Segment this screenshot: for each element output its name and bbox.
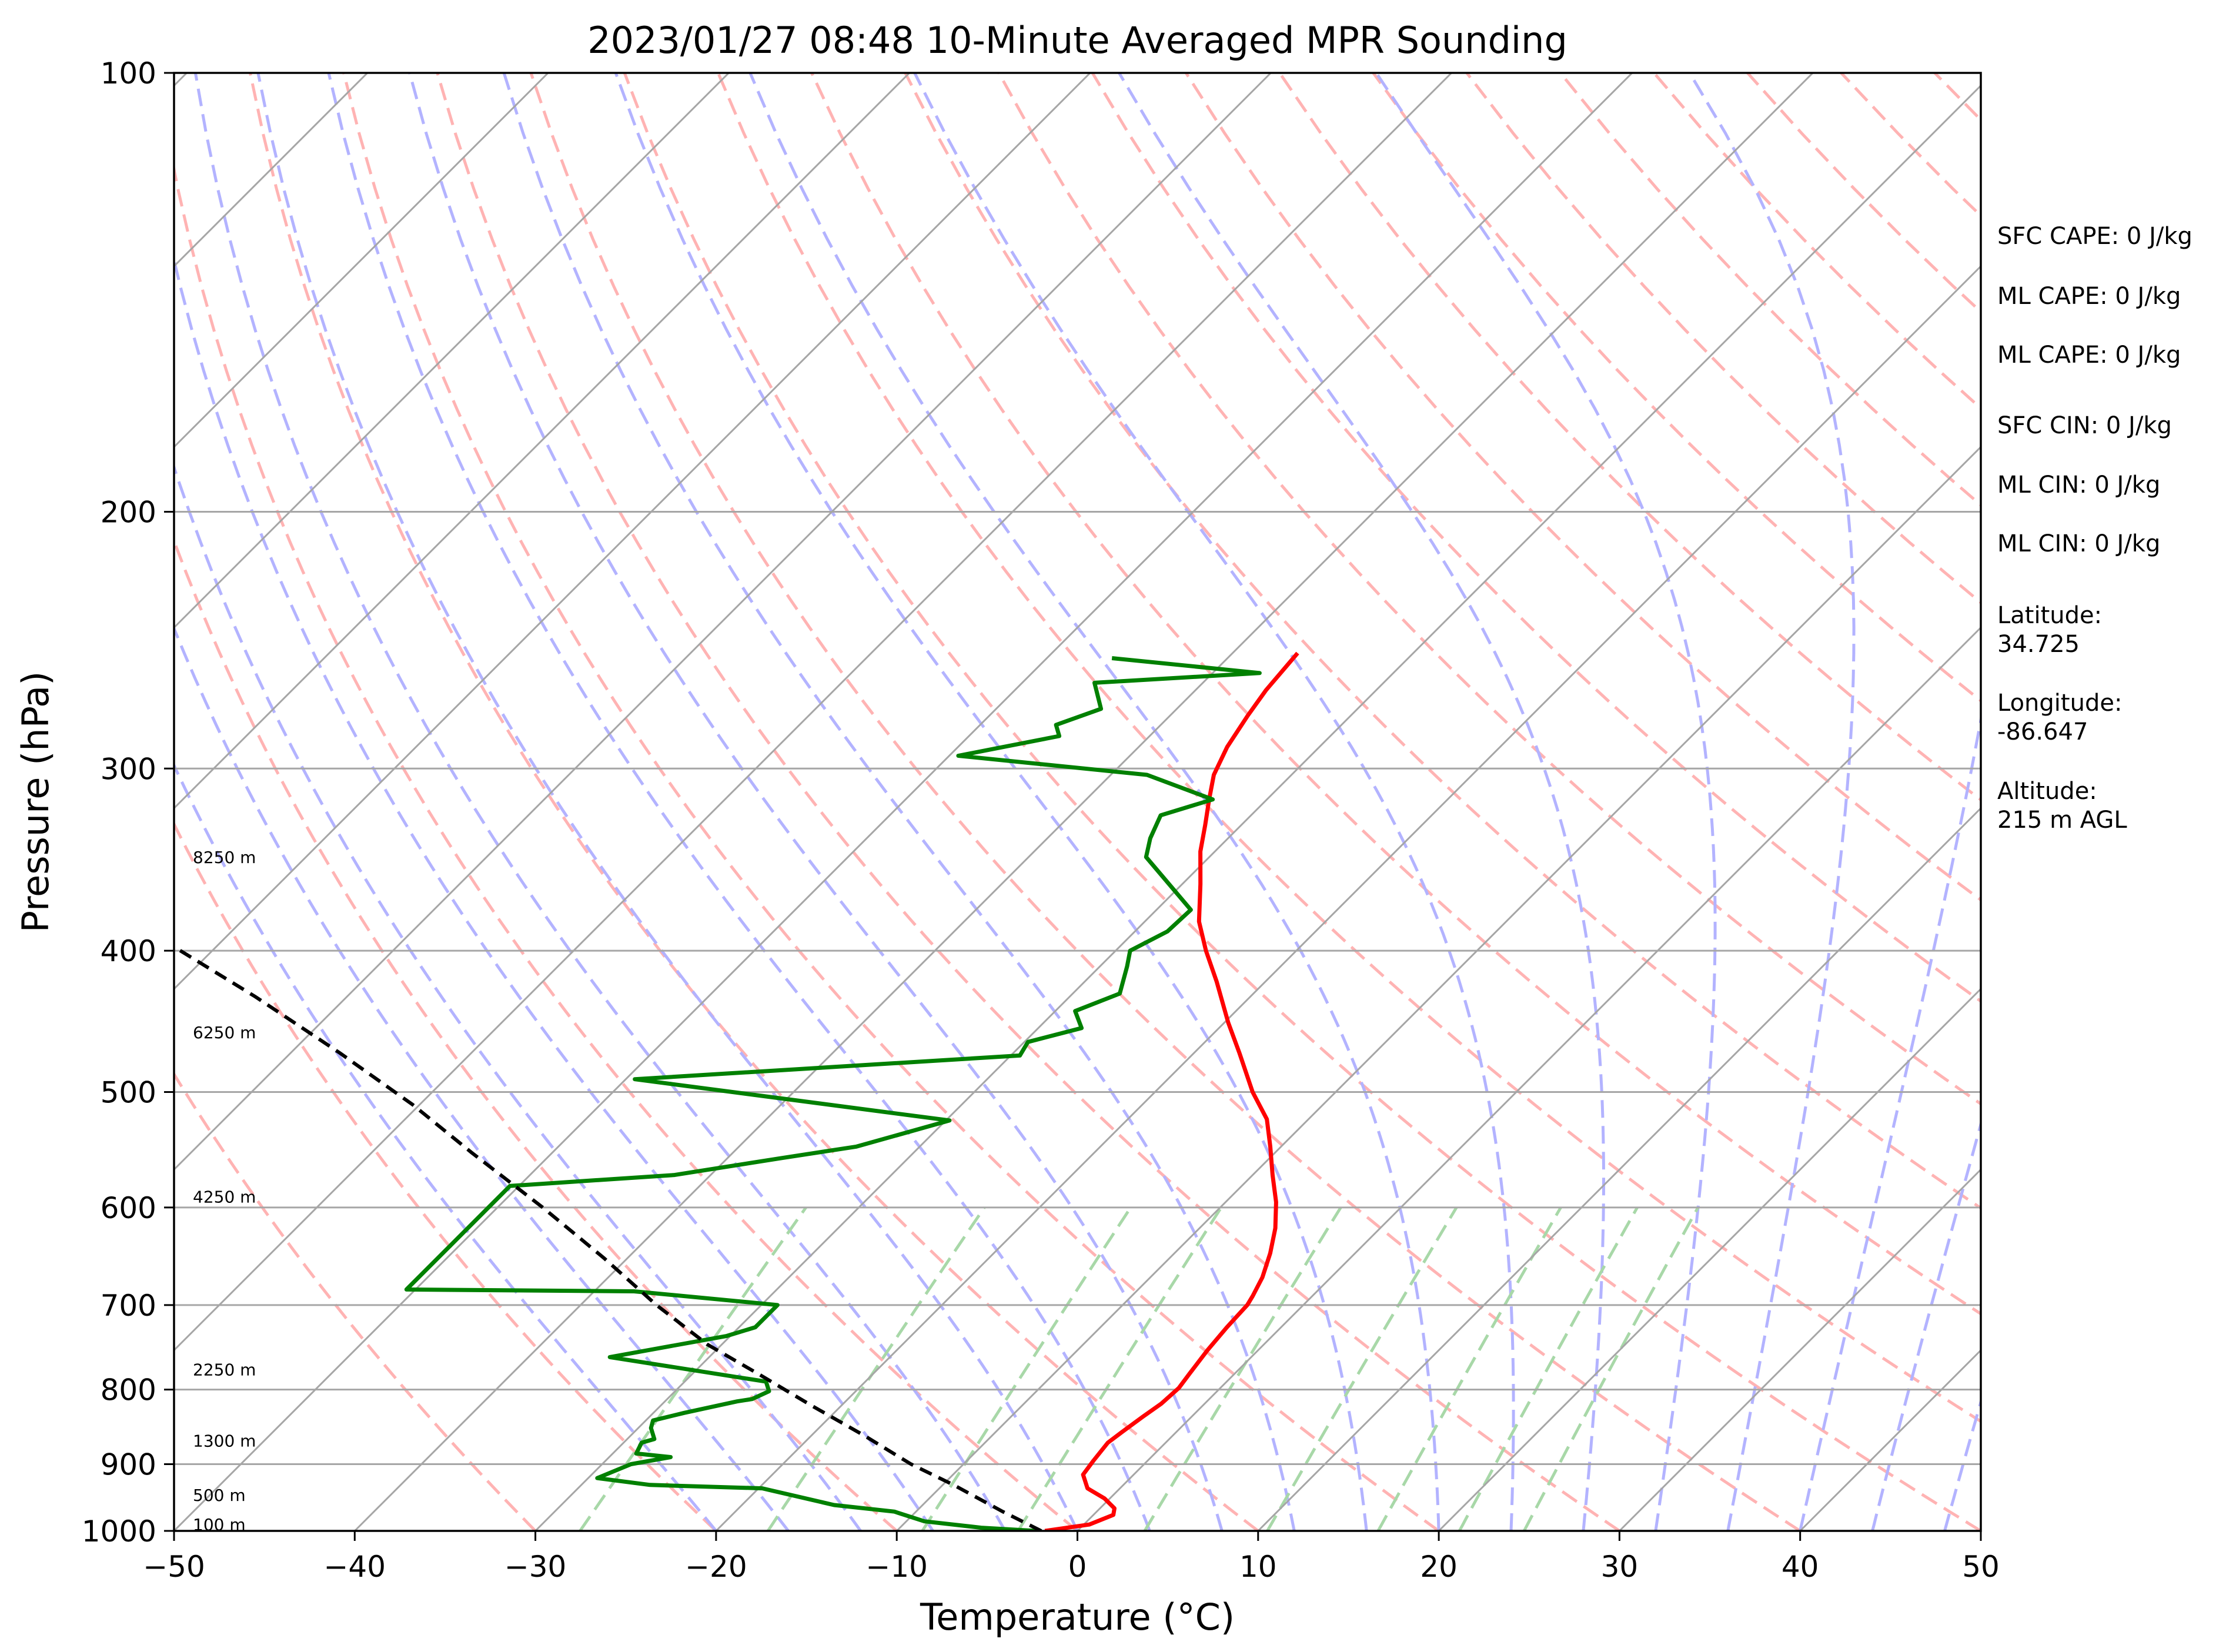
- isotherm-line: [1257, 807, 1981, 1531]
- dry-adiabat-line: [904, 73, 1981, 1210]
- isotherm-line: [1077, 626, 1981, 1531]
- x-tick-label: 50: [1962, 1550, 2000, 1584]
- x-axis-label: Temperature (°C): [920, 1596, 1235, 1638]
- moist-adiabat-line: [1943, 1396, 1981, 1531]
- sounding-stats-panel: SFC CAPE: 0 J/kg ML CAPE: 0 J/kg ML CAPE…: [1997, 223, 2192, 834]
- x-tick-label: −10: [865, 1550, 928, 1584]
- isotherm-line: [534, 84, 1981, 1531]
- ml-cin-text-2: ML CIN: 0 J/kg: [1997, 530, 2160, 557]
- x-tick-label: −20: [685, 1550, 747, 1584]
- isotherm-line: [174, 73, 549, 449]
- dry-adiabat-line: [810, 73, 1981, 1316]
- chart-title: 2023/01/27 08:48 10-Minute Averaged MPR …: [587, 19, 1567, 62]
- moist-adiabat-line: [1688, 73, 1856, 1531]
- moist-adiabat-line: [174, 624, 790, 1531]
- moist-adiabat-line: [174, 762, 717, 1531]
- altitude-value: 215 m AGL: [1997, 807, 2127, 834]
- isotherm-line: [354, 73, 1814, 1531]
- dry-adiabat-line: [717, 73, 1981, 1423]
- y-tick-label: 100: [101, 56, 156, 91]
- y-tick-label: 700: [101, 1289, 156, 1323]
- moist-adiabat-line: [174, 253, 934, 1531]
- longitude-value: -86.647: [1997, 718, 2088, 745]
- ml-cape-text-2: ML CAPE: 0 J/kg: [1997, 342, 2181, 369]
- moist-adiabat-line: [408, 73, 1224, 1531]
- height-label: 4250 m: [193, 1188, 256, 1207]
- x-tick-label: 20: [1420, 1550, 1458, 1584]
- temperature-trace: [1044, 651, 1299, 1531]
- moist-adiabat-line: [256, 73, 1079, 1531]
- height-label: 1300 m: [193, 1431, 256, 1450]
- isotherm-line: [174, 73, 1272, 1171]
- sounding-traces: [174, 651, 1299, 1531]
- dry-adiabat-line: [1185, 73, 1981, 902]
- moist-adiabat-line: [1375, 73, 1717, 1531]
- isotherm-line: [715, 265, 1981, 1531]
- isotherm-line: [896, 446, 1981, 1531]
- x-tick-label: 30: [1601, 1550, 1639, 1584]
- dry-adiabat-line: [1278, 73, 1981, 802]
- parcel-trace: [174, 944, 1042, 1531]
- dry-adiabat-line: [436, 73, 1620, 1531]
- longitude-label: Longitude:: [1997, 690, 2122, 717]
- moist-adiabat-line: [748, 73, 1440, 1531]
- x-tick-label: 10: [1239, 1550, 1277, 1584]
- dry-adiabat-line: [623, 73, 1981, 1531]
- isotherm-line: [1619, 1168, 1981, 1531]
- background-lines: [174, 73, 1981, 1531]
- isotherm-line: [174, 73, 910, 810]
- x-axis-ticks: −50 −40 −30 −20 −10 0 10 20 30 40 50: [143, 1531, 2000, 1584]
- x-tick-label: −40: [324, 1550, 386, 1584]
- y-tick-label: 300: [101, 752, 156, 786]
- moist-adiabat-line: [614, 73, 1368, 1531]
- y-tick-label: 400: [101, 934, 156, 968]
- dewpoint-trace: [404, 656, 1262, 1531]
- y-axis-label: Pressure (hPa): [14, 671, 57, 933]
- y-tick-label: 1000: [82, 1514, 156, 1549]
- latitude-value: 34.725: [1997, 631, 2080, 658]
- moist-adiabat-line: [1871, 1119, 1981, 1531]
- isotherm-line: [174, 73, 1091, 991]
- dry-adiabat-line: [342, 73, 1440, 1531]
- latitude-label: Latitude:: [1997, 602, 2102, 629]
- y-tick-label: 200: [101, 496, 156, 530]
- moist-adiabat-line: [1799, 712, 1981, 1531]
- dry-adiabat-line: [529, 73, 1801, 1531]
- y-tick-label: 900: [101, 1448, 156, 1482]
- sfc-cape-text: SFC CAPE: 0 J/kg: [1997, 223, 2192, 250]
- isotherm-line: [174, 73, 730, 629]
- isotherm-line: [1438, 987, 1981, 1531]
- altitude-label: Altitude:: [1997, 778, 2097, 805]
- ml-cape-text: ML CAPE: 0 J/kg: [1997, 283, 2181, 310]
- y-tick-label: 800: [101, 1373, 156, 1407]
- dry-adiabat-line: [1372, 73, 1981, 703]
- height-label: 6250 m: [193, 1023, 256, 1042]
- moist-adiabat-line: [327, 73, 1151, 1531]
- y-axis-ticks: 100 200 300 400 500 600 700 800 900 1000: [82, 56, 174, 1549]
- dry-adiabat-line: [174, 537, 898, 1531]
- moist-adiabat-line: [174, 463, 862, 1531]
- moist-adiabat-line: [913, 73, 1515, 1531]
- dry-adiabat-line: [174, 162, 1079, 1531]
- dry-adiabat-line: [174, 821, 717, 1531]
- sfc-cin-text: SFC CIN: 0 J/kg: [1997, 412, 2172, 439]
- dry-adiabat-line: [174, 1071, 537, 1531]
- y-tick-label: 500: [101, 1075, 156, 1109]
- isotherm-line: [174, 73, 1452, 1352]
- height-label: 2250 m: [193, 1360, 256, 1379]
- moist-adiabat-line: [193, 73, 1007, 1531]
- moist-adiabat-line: [1118, 73, 1605, 1531]
- moist-adiabat-line: [502, 73, 1296, 1531]
- x-tick-label: 0: [1068, 1550, 1087, 1584]
- height-label: 8250 m: [193, 848, 256, 867]
- x-tick-label: −30: [504, 1550, 567, 1584]
- height-label: 500 m: [193, 1486, 246, 1505]
- ml-cin-text: ML CIN: 0 J/kg: [1997, 471, 2160, 499]
- x-tick-label: 40: [1782, 1550, 1819, 1584]
- x-tick-label: −50: [143, 1550, 205, 1584]
- y-tick-label: 600: [101, 1191, 156, 1225]
